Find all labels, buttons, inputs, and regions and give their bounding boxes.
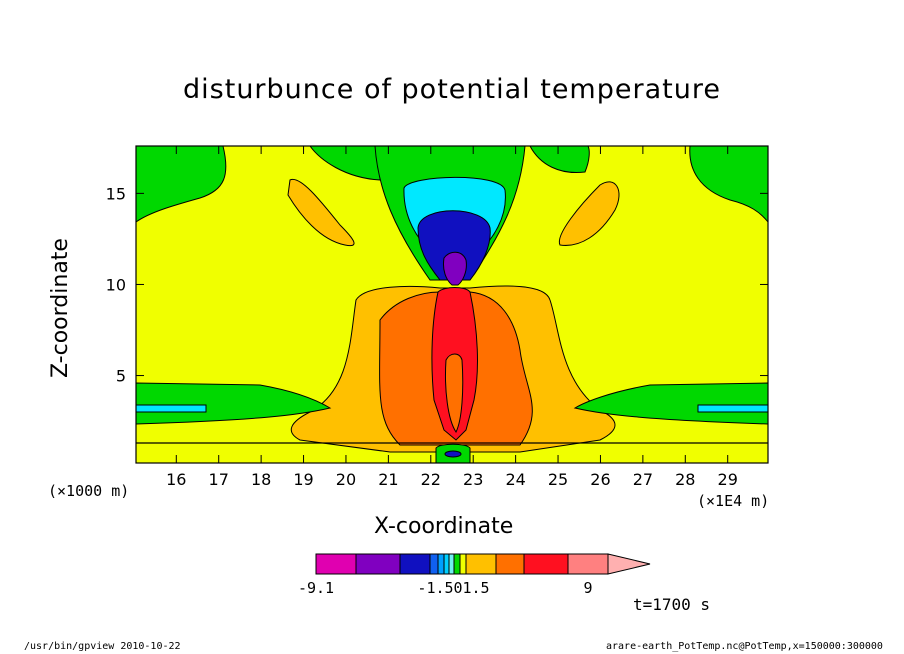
green-upper-left <box>136 146 227 223</box>
colorbar-tick-label: 1.5 <box>462 579 489 597</box>
time-label: t=1700 s <box>633 595 711 614</box>
footer-source: arare-earth_PotTemp.nc@PotTemp,x=150000:… <box>606 641 883 652</box>
colorbar-segment <box>567 553 609 575</box>
blue-surface-core <box>444 450 462 458</box>
colorbar-segment <box>437 553 445 575</box>
colorbar: -9.1 -1.50 1.5 9 <box>298 553 651 597</box>
x-tick-label: 28 <box>675 470 695 489</box>
x-axis-label: X-coordinate <box>374 514 514 539</box>
orange-blob-left <box>287 178 355 247</box>
chart-title: disturbunce of potential temperature <box>183 74 721 105</box>
colorbar-segment <box>448 553 455 575</box>
cyan-strip-left <box>136 404 207 413</box>
y-tick-label: 15 <box>106 184 126 203</box>
x-tick-label: 22 <box>421 470 441 489</box>
y-ticks: 5 10 15 <box>106 184 768 386</box>
x-tick-label: 26 <box>590 470 610 489</box>
green-upper-right <box>689 146 768 223</box>
contour-field <box>136 146 768 463</box>
colorbar-tick-label: -1.50 <box>417 579 462 597</box>
plot-frame <box>135 145 769 464</box>
orange-blob-right <box>558 181 620 246</box>
x-ticks: 16 17 18 19 20 21 22 23 24 25 26 27 28 29 <box>166 146 738 489</box>
darkorange-inner <box>445 353 464 433</box>
y-tick-label: 10 <box>106 275 126 294</box>
colorbar-segment <box>453 553 461 575</box>
colorbar-arrow <box>607 553 651 575</box>
colorbar-segment <box>399 553 431 575</box>
colorbar-segment <box>429 553 439 575</box>
blue-core <box>417 210 491 281</box>
x-tick-label: 16 <box>166 470 186 489</box>
colorbar-segment <box>355 553 401 575</box>
x-tick-label: 25 <box>548 470 568 489</box>
green-low-right <box>573 382 768 425</box>
colorbar-tick-label: -9.1 <box>298 579 334 597</box>
x-tick-label: 24 <box>505 470 525 489</box>
colorbar-segment <box>315 553 357 575</box>
x-unit-right: (×1E4 m) <box>697 492 770 510</box>
x-tick-label: 29 <box>718 470 738 489</box>
x-tick-label: 20 <box>336 470 356 489</box>
colorbar-segment <box>523 553 569 575</box>
cyan-strip-right <box>697 404 768 413</box>
y-axis-label: Z-coordinate <box>48 238 73 378</box>
y-tick-label: 5 <box>116 367 126 386</box>
colorbar-tick-label: 9 <box>583 579 592 597</box>
x-tick-label: 19 <box>293 470 313 489</box>
colorbar-segment <box>465 553 497 575</box>
purple-core <box>443 251 467 286</box>
colorbar-segment <box>443 553 450 575</box>
green-top-2 <box>529 146 590 174</box>
green-low-left <box>136 382 332 425</box>
x-tick-label: 23 <box>463 470 483 489</box>
colorbar-segment <box>459 553 467 575</box>
x-tick-label: 17 <box>209 470 229 489</box>
x-tick-label: 18 <box>251 470 271 489</box>
footer-command: /usr/bin/gpview 2010-10-22 <box>24 641 181 652</box>
colorbar-segment <box>495 553 525 575</box>
x-tick-label: 21 <box>378 470 398 489</box>
x-unit-left: (×1000 m) <box>48 482 130 500</box>
x-tick-label: 27 <box>633 470 653 489</box>
